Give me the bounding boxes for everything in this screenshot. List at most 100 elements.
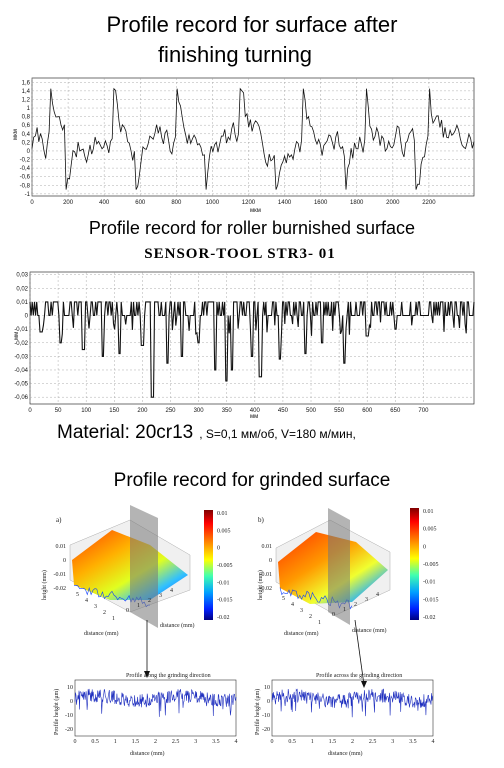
chart2-x-tick-label: 600: [362, 408, 373, 414]
colorbar-tick-label: 0.005: [217, 528, 231, 534]
profile-across-line: [271, 688, 434, 718]
chart1-title-line2: finishing turning: [157, 42, 313, 67]
profile-x-tick-label: 0: [271, 739, 274, 745]
colorbar-tick-label: -0.005: [217, 563, 233, 569]
z-tick-label: -0.02: [260, 586, 273, 592]
chart-roller-burnished: 0,03 0,02 0,01 0 -0,01 -0,02 -0,03 -0,04 -0,05 -0…: [14, 271, 475, 420]
panel-label-b: b): [258, 516, 265, 524]
z-tick-label: 0: [269, 558, 272, 564]
arrow-b-head: [361, 681, 367, 688]
chart2-x-tick-label: 350: [222, 408, 233, 414]
chart2-x-tick-label: 50: [55, 408, 62, 414]
profile-y-tick-label: 0: [70, 699, 73, 705]
colorbar-tick-label: -0.01: [217, 580, 230, 586]
axis-tick-label: 0: [126, 608, 129, 614]
chart2-y-tick-label: -0,06: [14, 395, 28, 401]
colorbar-tick-label: 0.01: [217, 511, 228, 517]
chart2-y-tick-label: -0,02: [14, 341, 28, 347]
profile-x-tick-label: 2: [351, 739, 354, 745]
chart2-x-axis-label: мм: [250, 414, 258, 420]
colorbar-tick-label: 0.005: [423, 527, 437, 533]
surface-b-zlabel: height (mm): [257, 570, 264, 600]
axis-tick-label: 2: [103, 610, 106, 616]
z-tick-label: 0.01: [262, 544, 273, 550]
surface-a-ylabel: distance (mm): [160, 622, 195, 629]
colorbar-tick-label: -0.01: [423, 580, 436, 586]
profile-x-tick-label: 0.5: [288, 739, 296, 745]
chart1-grid: [31, 78, 474, 196]
profile-x-tick-label: 3.5: [212, 739, 220, 745]
profile-across-plot: Profile across the grinding direction 10…: [254, 672, 435, 757]
chart2-subtitle: SENSOR-TOOL STR3- 01: [144, 246, 336, 262]
chart1-y-tick-label: 1: [27, 106, 31, 112]
profile-x-tick-label: 2.5: [172, 739, 180, 745]
chart2-y-axis-label: мм: [14, 332, 20, 340]
profile-y-tick-label: 10: [67, 685, 73, 691]
chart2-x-tick-label: 550: [334, 408, 345, 414]
profile-across-x-ticks: 0 0.5 1 1.5 2 2.5 3 3.5 4: [271, 739, 435, 745]
chart1-x-tick-label: 800: [171, 200, 182, 206]
panel-label-a: a): [56, 516, 62, 524]
chart2-frame: [29, 271, 475, 405]
colorbar-b: [410, 508, 419, 620]
profile-x-tick-label: 1.5: [132, 739, 140, 745]
axis-tick-label: 5: [282, 596, 285, 602]
chart2-x-tick-label: 300: [194, 408, 205, 414]
chart1-x-tick-label: 600: [135, 200, 146, 206]
colorbar-b-ticks: 0.01 0.005 0 -0.005 -0.01 -0.015 -0.02: [423, 509, 439, 621]
axis-tick-label: 4: [170, 588, 173, 594]
chart2-y-tick-label: -0,04: [14, 368, 28, 374]
axis-tick-label: 3: [94, 604, 97, 610]
z-tick-label: 0.01: [56, 544, 67, 550]
chart1-y-tick-label: 0,2: [22, 140, 31, 146]
profile-along-ylabel: Profile height (μm): [53, 689, 60, 735]
chart2-x-tick-labels: 0 50 100 150 200 250 300 350 400 450 500 550 600 650 7…: [28, 408, 429, 414]
chart2-x-tick-label: 0: [28, 408, 32, 414]
profile-along-x-ticks: 0 0.5 1 1.5 2 2.5 3 3.5 4: [74, 739, 238, 745]
chart2-y-tick-label: -0,01: [14, 327, 28, 333]
chart1-x-tick-label: 1400: [278, 200, 292, 206]
chart2-series-line: [29, 301, 475, 398]
profile-x-tick-label: 1: [311, 739, 314, 745]
colorbar-tick-label: -0.02: [423, 615, 436, 621]
colorbar-tick-label: 0: [423, 544, 426, 550]
chart1-x-tick-label: 200: [63, 200, 74, 206]
chart2-x-tick-label: 250: [165, 408, 176, 414]
axis-tick-label: 4: [376, 592, 379, 598]
material-params: , S=0,1 мм/об, V=180 м/мин,: [199, 427, 356, 441]
surface-b-xlabel: distance (mm): [284, 630, 319, 637]
chart2-grid: [29, 272, 474, 404]
chart1-y-tick-label: -0,2: [20, 158, 31, 164]
colorbar-a-ticks: 0.01 0.005 0 -0.005 -0.01 -0.015 -0.02: [217, 511, 233, 621]
chart1-x-tick-label: 1200: [242, 200, 256, 206]
chart1-x-tick-label: 1600: [314, 200, 328, 206]
chart1-x-tick-label: 2200: [422, 200, 436, 206]
profile-x-tick-label: 4: [432, 739, 435, 745]
chart1-x-tick-labels: 0 200 400 600 800 1000 1200 1400 1600 1800 2000 220…: [30, 200, 436, 206]
colorbar-tick-label: -0.005: [423, 562, 439, 568]
arrow-a-head: [144, 671, 150, 678]
chart1-y-tick-label: 1,4: [22, 89, 31, 95]
chart1-x-tick-label: 400: [99, 200, 110, 206]
material-label: Material: 20cr13: [57, 422, 194, 443]
profile-along-plot: Profile along the grinding direction 100…: [53, 672, 238, 757]
surface-a-axis-ticks-b: 0 1 2 3 4: [126, 588, 173, 614]
profile-y-tick-label: -10: [262, 713, 270, 719]
surface-b-axis-ticks-b: 0 1 2 3 4: [332, 592, 379, 618]
chart2-y-tick-labels: 0,03 0,02 0,01 0 -0,01 -0,02 -0,03 -0,04 -0,05 -0…: [14, 273, 28, 401]
chart1-y-tick-label: 0,6: [22, 123, 31, 129]
chart2-x-tick-label: 700: [418, 408, 429, 414]
profile-across-ylabel: Profile height (μm): [254, 689, 261, 735]
chart1-x-tick-label: 0: [30, 200, 34, 206]
colorbar-tick-label: -0.02: [217, 615, 230, 621]
chart1-y-tick-label: -1: [25, 192, 31, 198]
profile-along-line: [74, 688, 237, 717]
profile-x-tick-label: 1.5: [329, 739, 337, 745]
surface-b-ylabel: distance (mm): [352, 627, 387, 634]
chart2-title: Profile record for roller burnished surf…: [88, 218, 416, 238]
chart1-y-tick-label: 0,8: [22, 115, 31, 121]
profile-y-tick-label: -20: [65, 727, 73, 733]
chart1-y-axis-label: мкм: [13, 129, 19, 140]
